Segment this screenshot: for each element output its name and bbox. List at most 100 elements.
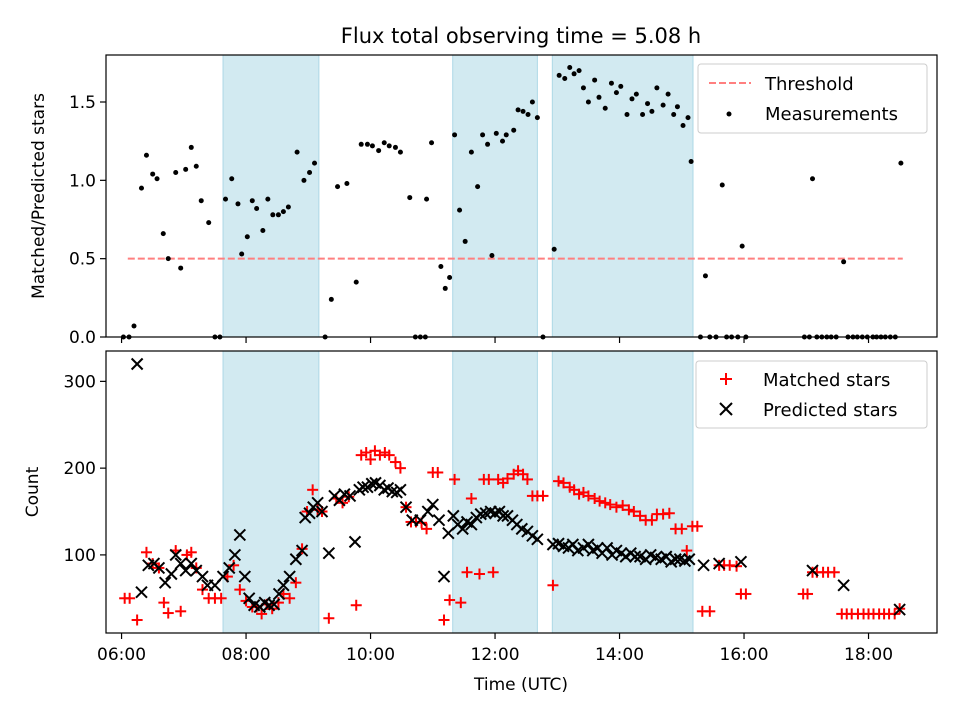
matched-star-marker: [740, 588, 752, 600]
x-axis-label: Time (UTC): [473, 675, 568, 695]
y-tick-label: 0.0: [69, 328, 96, 348]
bottom-legend: Matched stars Predicted stars: [695, 360, 928, 429]
measurement-point: [154, 176, 160, 182]
x-tick-label: 06:00: [97, 645, 146, 665]
measurement-point: [525, 112, 531, 118]
matched-star-marker: [828, 566, 840, 578]
x-tick-label: 14:00: [595, 645, 644, 665]
predicted-star-marker: [399, 500, 413, 514]
matched-star-marker: [140, 546, 152, 558]
predicted-star-marker: [216, 570, 230, 583]
top-legend-box: [697, 63, 928, 134]
matched-star-marker: [228, 559, 240, 571]
matched-star-marker: [473, 568, 485, 580]
shaded-region-3: [551, 350, 694, 634]
matched-star-marker: [290, 577, 302, 589]
predicted-star-marker: [582, 538, 595, 551]
x-tick-label: 10:00: [346, 645, 395, 665]
x-tick-label: 16:00: [720, 645, 769, 665]
predicted-star-marker: [165, 567, 178, 581]
shaded-region-1: [222, 54, 320, 338]
legend-matched-label: Matched stars: [763, 370, 890, 391]
matched-star-marker: [162, 607, 174, 619]
matched-star-marker: [455, 597, 467, 609]
measurement-point: [301, 177, 307, 183]
predicted-star-marker: [531, 533, 544, 546]
measurement-point: [285, 204, 291, 210]
measurement-point: [468, 149, 474, 155]
matched-star-marker: [558, 477, 570, 489]
measurement-point: [503, 132, 509, 138]
measurement-point: [500, 138, 506, 144]
matched-star-marker: [802, 588, 814, 600]
measurement-point: [447, 274, 453, 280]
predicted-star-marker: [683, 553, 696, 566]
measurement-point: [719, 182, 725, 188]
chart-title: Flux total observing time = 5.08 h: [341, 24, 701, 48]
predicted-star-marker: [228, 548, 242, 562]
predicted-star-marker: [272, 587, 286, 601]
measurement-point: [312, 160, 318, 166]
bottom-y-ticks: 100 200 300: [64, 372, 106, 566]
matched-star-marker: [547, 579, 559, 591]
measurement-point: [438, 264, 444, 269]
predicted-star-marker: [421, 505, 435, 518]
shaded-region-2: [452, 350, 538, 634]
predicted-star-marker: [669, 553, 682, 566]
predicted-star-marker: [130, 357, 144, 371]
measurement-point: [660, 102, 666, 108]
matched-star-marker: [296, 543, 308, 555]
predicted-star-marker: [343, 489, 357, 503]
predicted-star-marker: [262, 599, 276, 612]
matched-star-marker: [234, 584, 246, 596]
matched-star-marker: [553, 475, 565, 487]
matched-star-marker: [483, 473, 495, 485]
measurement-point: [452, 132, 458, 138]
measurement-point: [131, 323, 137, 329]
top-panel: 0.0 0.5 1.0 1.5 Matched/Predicted stars Thr…: [29, 54, 938, 348]
y-tick-label: 1.5: [69, 93, 96, 113]
measurement-point: [515, 107, 521, 113]
matched-star-marker: [124, 592, 136, 604]
y-tick-label: 0.5: [69, 250, 96, 270]
measurement-point: [270, 212, 276, 218]
measurement-point: [688, 159, 694, 165]
matched-star-marker: [521, 473, 533, 485]
predicted-star-marker: [303, 507, 316, 520]
measurement-point: [307, 170, 313, 175]
bottom-plot-frame: [105, 350, 938, 634]
top-plot-frame: [105, 54, 938, 338]
matched-star-marker: [704, 605, 716, 617]
matched-star-marker: [663, 507, 675, 519]
measurement-point: [335, 184, 341, 190]
matched-star-marker: [623, 504, 635, 516]
predicted-star-marker: [158, 576, 172, 589]
y-tick-label: 1.0: [69, 171, 96, 191]
matched-star-marker: [421, 523, 433, 535]
predicted-star-marker: [223, 561, 236, 575]
top-legend: Threshold Measurements: [697, 63, 928, 134]
matched-star-marker: [487, 566, 499, 578]
matched-star-marker: [389, 456, 401, 468]
predicted-star-marker: [447, 509, 460, 523]
predicted-star-marker: [233, 528, 247, 542]
measurement-point: [841, 259, 847, 265]
predicted-star-marker: [152, 561, 166, 575]
matched-star-marker: [634, 510, 646, 522]
measurement-point: [239, 251, 245, 257]
matched-star-marker: [589, 493, 601, 505]
measurement-point: [680, 123, 686, 128]
predicted-star-marker: [238, 570, 252, 583]
measurement-point: [576, 68, 582, 74]
measurement-point: [898, 160, 904, 166]
measurement-point: [462, 238, 468, 244]
matched-star-marker: [185, 546, 197, 558]
predicted-star-marker: [806, 564, 819, 577]
matched-star-marker: [676, 523, 688, 535]
measurement-point: [665, 91, 671, 97]
predicted-star-marker: [600, 541, 614, 555]
measurement-point: [475, 184, 481, 190]
top-y-ticks: 0.0 0.5 1.0 1.5: [69, 93, 106, 348]
measurement-point: [223, 196, 229, 202]
measurement-point: [671, 112, 677, 118]
